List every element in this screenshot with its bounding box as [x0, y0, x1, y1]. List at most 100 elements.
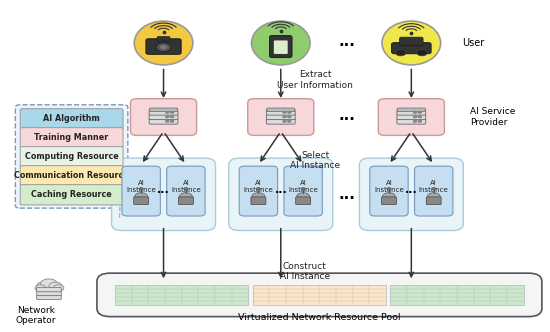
Circle shape [35, 285, 46, 291]
Circle shape [41, 279, 58, 289]
Circle shape [432, 188, 436, 190]
Circle shape [297, 193, 310, 201]
Circle shape [288, 116, 291, 118]
Circle shape [283, 116, 286, 118]
Circle shape [156, 43, 171, 52]
Circle shape [283, 120, 286, 122]
Circle shape [418, 120, 421, 122]
Circle shape [160, 45, 167, 49]
FancyBboxPatch shape [20, 147, 123, 167]
FancyBboxPatch shape [284, 166, 322, 216]
FancyBboxPatch shape [392, 43, 431, 54]
Ellipse shape [382, 21, 441, 65]
Text: ...: ... [339, 108, 356, 123]
FancyBboxPatch shape [130, 99, 196, 135]
FancyBboxPatch shape [149, 118, 178, 124]
Text: Training Manner: Training Manner [35, 133, 109, 142]
FancyBboxPatch shape [415, 166, 453, 216]
FancyBboxPatch shape [146, 39, 181, 54]
FancyBboxPatch shape [266, 114, 295, 120]
FancyBboxPatch shape [267, 108, 295, 112]
FancyBboxPatch shape [398, 108, 425, 112]
Circle shape [170, 116, 174, 118]
Bar [115, 285, 249, 305]
Circle shape [37, 282, 51, 290]
FancyBboxPatch shape [266, 109, 295, 115]
FancyBboxPatch shape [150, 108, 178, 112]
FancyBboxPatch shape [37, 291, 61, 296]
FancyBboxPatch shape [20, 128, 123, 148]
Text: AI
Instance: AI Instance [374, 180, 404, 193]
FancyBboxPatch shape [359, 158, 463, 230]
Bar [390, 285, 524, 305]
Text: Computing Resource: Computing Resource [25, 152, 118, 161]
FancyBboxPatch shape [426, 197, 441, 205]
Text: Communication Resource: Communication Resource [14, 171, 129, 180]
FancyBboxPatch shape [296, 197, 311, 205]
Text: AI Service
Provider: AI Service Provider [470, 107, 515, 127]
Text: Extract
User Information: Extract User Information [278, 70, 353, 90]
FancyBboxPatch shape [370, 166, 408, 216]
FancyBboxPatch shape [97, 273, 542, 317]
FancyBboxPatch shape [134, 197, 149, 205]
Text: Caching Resource: Caching Resource [31, 190, 112, 199]
FancyBboxPatch shape [397, 114, 426, 120]
FancyBboxPatch shape [274, 41, 288, 54]
Text: AI
Instance: AI Instance [288, 180, 318, 193]
FancyBboxPatch shape [178, 197, 194, 205]
Circle shape [170, 111, 174, 113]
FancyBboxPatch shape [37, 295, 61, 299]
Circle shape [184, 188, 188, 190]
Text: Select
AI Instance: Select AI Instance [290, 151, 340, 170]
Circle shape [288, 120, 291, 122]
Text: AI Algorithm: AI Algorithm [43, 114, 100, 123]
Circle shape [383, 193, 395, 201]
FancyBboxPatch shape [239, 166, 278, 216]
Circle shape [256, 188, 261, 190]
Circle shape [53, 285, 64, 291]
Bar [252, 285, 386, 305]
FancyBboxPatch shape [229, 158, 333, 230]
FancyBboxPatch shape [20, 185, 123, 205]
FancyBboxPatch shape [20, 109, 123, 129]
FancyBboxPatch shape [270, 36, 292, 57]
FancyBboxPatch shape [382, 197, 397, 205]
Circle shape [288, 111, 291, 113]
FancyBboxPatch shape [149, 109, 178, 115]
Text: ...: ... [339, 187, 356, 202]
FancyBboxPatch shape [397, 118, 426, 124]
FancyBboxPatch shape [122, 166, 161, 216]
FancyBboxPatch shape [378, 99, 444, 135]
Circle shape [283, 111, 286, 113]
Circle shape [139, 188, 144, 190]
Text: AI
Instance: AI Instance [244, 180, 273, 193]
Ellipse shape [134, 21, 193, 65]
FancyBboxPatch shape [251, 197, 266, 205]
Text: User: User [462, 38, 484, 48]
Circle shape [414, 111, 417, 113]
Circle shape [166, 120, 169, 122]
Text: AI
Instance: AI Instance [126, 180, 156, 193]
FancyBboxPatch shape [157, 37, 170, 41]
FancyBboxPatch shape [37, 287, 61, 292]
Circle shape [387, 188, 391, 190]
Circle shape [427, 193, 440, 201]
Ellipse shape [251, 21, 310, 65]
Circle shape [252, 193, 265, 201]
Text: Construct
AI Instance: Construct AI Instance [280, 262, 330, 281]
Text: AI
Instance: AI Instance [419, 180, 449, 193]
Circle shape [49, 282, 62, 290]
Text: AI
Instance: AI Instance [171, 180, 201, 193]
Circle shape [418, 111, 421, 113]
FancyBboxPatch shape [20, 166, 123, 186]
FancyBboxPatch shape [397, 109, 426, 115]
Text: ...: ... [157, 186, 170, 196]
FancyBboxPatch shape [248, 99, 314, 135]
Circle shape [414, 116, 417, 118]
Circle shape [418, 116, 421, 118]
Text: ...: ... [405, 186, 417, 196]
Circle shape [166, 111, 169, 113]
Circle shape [166, 116, 169, 118]
Text: Network
Operator: Network Operator [15, 306, 56, 325]
Circle shape [179, 193, 192, 201]
